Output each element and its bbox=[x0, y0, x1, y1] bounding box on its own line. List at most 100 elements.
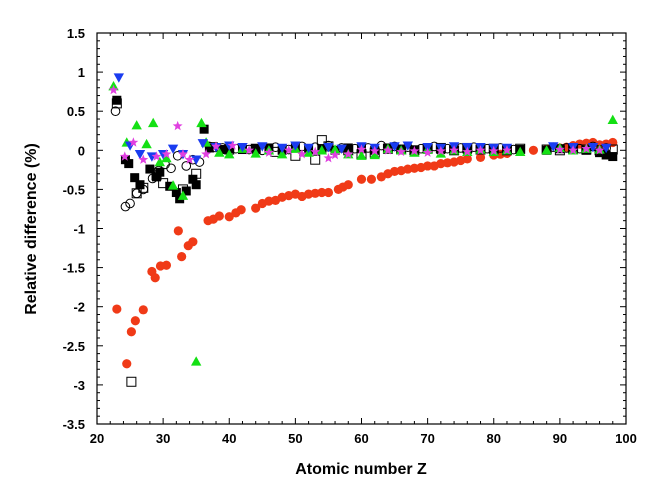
data-point bbox=[161, 149, 172, 159]
data-point bbox=[607, 114, 618, 124]
data-point bbox=[138, 184, 149, 195]
data-point bbox=[366, 174, 377, 184]
data-point bbox=[188, 174, 198, 184]
data-point bbox=[224, 149, 235, 159]
x-tick-label: 70 bbox=[420, 431, 434, 446]
data-point bbox=[554, 144, 565, 154]
series-star bbox=[108, 84, 605, 164]
data-point bbox=[263, 147, 274, 157]
data-point bbox=[108, 84, 119, 95]
data-point bbox=[515, 146, 526, 157]
data-point bbox=[475, 152, 486, 162]
data-point bbox=[124, 159, 134, 169]
data-point bbox=[548, 142, 559, 152]
data-point bbox=[190, 155, 202, 165]
data-point bbox=[236, 205, 246, 215]
plot-area-frame bbox=[96, 32, 627, 425]
y-tick-label: -3 bbox=[73, 378, 85, 393]
x-tick-label: 100 bbox=[615, 431, 637, 446]
data-point bbox=[528, 145, 539, 155]
data-point bbox=[167, 144, 179, 154]
data-point bbox=[329, 144, 341, 154]
data-point bbox=[369, 149, 380, 160]
y-tick-label: 1.5 bbox=[67, 26, 85, 41]
data-point bbox=[323, 143, 334, 153]
data-point bbox=[178, 149, 188, 159]
data-point bbox=[607, 144, 618, 155]
data-point bbox=[587, 143, 599, 153]
data-point bbox=[122, 359, 132, 369]
data-point bbox=[336, 144, 347, 154]
data-point bbox=[608, 152, 618, 162]
data-point bbox=[190, 356, 202, 366]
data-point bbox=[227, 140, 238, 150]
y-tick-label: -0.5 bbox=[63, 182, 85, 197]
y-tick-label: -1.5 bbox=[63, 261, 85, 276]
data-point bbox=[402, 141, 413, 151]
y-axis-title: Relative difference (%) bbox=[23, 143, 40, 315]
data-point bbox=[237, 143, 248, 153]
data-points bbox=[108, 73, 618, 387]
data-point bbox=[196, 117, 207, 128]
x-tick-label: 20 bbox=[90, 431, 104, 446]
data-point bbox=[135, 180, 145, 190]
data-point bbox=[343, 143, 353, 153]
data-point bbox=[197, 139, 208, 149]
data-point bbox=[181, 186, 191, 196]
data-point bbox=[251, 203, 261, 213]
data-point bbox=[600, 143, 612, 154]
data-point bbox=[594, 145, 605, 155]
data-point bbox=[167, 180, 179, 190]
data-point bbox=[317, 187, 327, 198]
data-point bbox=[276, 143, 288, 154]
data-point bbox=[138, 305, 148, 315]
data-point bbox=[154, 156, 166, 167]
y-tick-label: -3.5 bbox=[63, 417, 85, 432]
data-point bbox=[150, 273, 160, 283]
data-point bbox=[158, 178, 169, 189]
data-point bbox=[148, 117, 159, 128]
y-tick-label: 1 bbox=[78, 65, 85, 80]
data-point bbox=[316, 135, 327, 146]
data-point bbox=[126, 376, 137, 387]
data-point bbox=[171, 188, 181, 198]
data-point bbox=[147, 173, 158, 184]
data-point bbox=[191, 168, 202, 179]
data-point bbox=[422, 147, 433, 157]
data-point bbox=[161, 260, 172, 270]
x-tick-label: 60 bbox=[354, 431, 368, 446]
data-point bbox=[257, 142, 268, 152]
data-point bbox=[343, 180, 353, 190]
data-point bbox=[250, 148, 261, 158]
data-point bbox=[113, 73, 125, 83]
data-point bbox=[297, 149, 307, 159]
data-point bbox=[191, 180, 201, 190]
data-point bbox=[188, 237, 198, 247]
y-tick-label: -2.5 bbox=[63, 339, 85, 354]
data-point bbox=[343, 149, 354, 159]
x-tick-label: 80 bbox=[487, 431, 501, 446]
data-point bbox=[581, 143, 592, 153]
data-point bbox=[303, 143, 314, 154]
data-point bbox=[283, 145, 294, 155]
data-point bbox=[138, 154, 149, 164]
data-point bbox=[126, 327, 136, 337]
data-point bbox=[330, 149, 340, 160]
data-point bbox=[128, 137, 139, 147]
data-point bbox=[112, 95, 122, 105]
y-tick-label: 0.5 bbox=[67, 104, 85, 119]
data-point bbox=[130, 316, 140, 326]
data-point bbox=[356, 174, 367, 184]
x-tick-label: 90 bbox=[553, 431, 567, 446]
data-point bbox=[310, 146, 321, 157]
data-point bbox=[218, 145, 228, 155]
data-point bbox=[356, 150, 367, 160]
data-point bbox=[155, 167, 165, 177]
data-point bbox=[356, 144, 367, 154]
y-tick-label: 0 bbox=[78, 143, 85, 158]
data-point bbox=[396, 146, 407, 157]
data-point bbox=[214, 211, 224, 221]
data-point bbox=[130, 173, 140, 183]
data-point bbox=[488, 145, 499, 156]
